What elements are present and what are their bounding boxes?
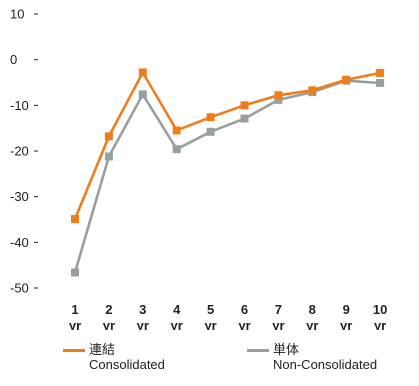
x-tick-unit-label: yr bbox=[272, 318, 284, 330]
x-tick-label: 7 bbox=[275, 302, 282, 317]
legend-label-consolidated-ja: 連結 bbox=[89, 342, 116, 357]
y-tick-label: -20 bbox=[10, 144, 29, 159]
data-point-non-consolidated bbox=[274, 95, 283, 104]
x-tick-unit-label: yr bbox=[374, 318, 386, 330]
legend-item-non-consolidated: 単体 Non-Consolidated bbox=[247, 342, 377, 372]
x-tick-label: 6 bbox=[241, 302, 248, 317]
data-point-non-consolidated bbox=[172, 145, 181, 154]
series-line-non-consolidated bbox=[73, 79, 381, 273]
x-tick-unit-label: yr bbox=[306, 318, 318, 330]
legend-label-non-consolidated-ja: 単体 bbox=[273, 342, 300, 357]
x-tick-label: 3 bbox=[139, 302, 146, 317]
data-point-consolidated bbox=[308, 86, 317, 95]
data-point-consolidated bbox=[71, 215, 79, 224]
x-tick-unit-label: yr bbox=[69, 318, 81, 330]
data-point-consolidated bbox=[138, 68, 147, 77]
data-point-non-consolidated bbox=[206, 127, 215, 136]
legend-item-consolidated: 連結 Consolidated bbox=[63, 342, 165, 372]
legend-label-non-consolidated: 単体 Non-Consolidated bbox=[273, 342, 377, 372]
x-tick-unit-label: yr bbox=[171, 318, 183, 330]
x-tick-unit-label: yr bbox=[103, 318, 115, 330]
line-chart: 100-10-20-30-40-501yr2yr3yr4yr5yr6yr7yr8… bbox=[10, 7, 387, 331]
series-line-consolidated bbox=[73, 71, 381, 220]
x-tick-label: 9 bbox=[343, 302, 350, 317]
legend-swatch-non-consolidated bbox=[247, 349, 269, 352]
data-point-consolidated bbox=[240, 101, 249, 110]
y-tick-label: -50 bbox=[10, 281, 29, 296]
x-tick-label: 10 bbox=[373, 302, 387, 317]
data-point-non-consolidated bbox=[376, 78, 385, 87]
x-tick-label: 2 bbox=[105, 302, 112, 317]
x-tick-label: 8 bbox=[309, 302, 316, 317]
data-point-consolidated bbox=[342, 75, 351, 84]
legend-swatch-consolidated bbox=[63, 349, 85, 352]
data-point-non-consolidated bbox=[71, 268, 79, 277]
x-tick-label: 1 bbox=[71, 302, 78, 317]
x-tick-unit-label: yr bbox=[340, 318, 352, 330]
x-tick-label: 4 bbox=[173, 302, 181, 317]
legend-label-consolidated: 連結 Consolidated bbox=[89, 342, 165, 372]
y-tick-label: 10 bbox=[10, 7, 24, 22]
chart-legend: 連結 Consolidated 単体 Non-Consolidated bbox=[0, 342, 419, 386]
legend-label-non-consolidated-en: Non-Consolidated bbox=[273, 357, 378, 372]
y-tick-label: -10 bbox=[10, 98, 29, 113]
y-tick-label: 0 bbox=[10, 52, 17, 67]
y-tick-label: -40 bbox=[10, 235, 29, 250]
data-point-consolidated bbox=[206, 113, 215, 122]
data-point-non-consolidated bbox=[240, 114, 249, 123]
x-tick-label: 5 bbox=[207, 302, 214, 317]
x-tick-unit-label: yr bbox=[204, 318, 216, 330]
data-point-consolidated bbox=[376, 68, 385, 77]
data-point-consolidated bbox=[172, 126, 181, 135]
data-point-non-consolidated bbox=[138, 90, 147, 99]
data-point-consolidated bbox=[104, 132, 113, 141]
data-point-consolidated bbox=[274, 91, 283, 100]
x-tick-unit-label: yr bbox=[137, 318, 149, 330]
legend-label-consolidated-en: Consolidated bbox=[89, 357, 165, 372]
x-tick-unit-label: yr bbox=[238, 318, 250, 330]
y-tick-label: -30 bbox=[10, 189, 29, 204]
data-point-non-consolidated bbox=[104, 152, 113, 161]
